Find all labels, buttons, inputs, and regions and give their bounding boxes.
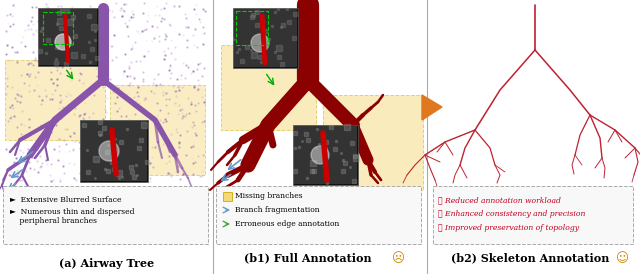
Text: ►  Numerous thin and dispersed
    peripheral branches: ► Numerous thin and dispersed peripheral… (10, 208, 134, 225)
Bar (3, 186, 208, 244)
Bar (223, 192, 232, 201)
Bar (323, 95, 423, 190)
Circle shape (99, 141, 119, 161)
Text: ✓ Reduced annotation workload: ✓ Reduced annotation workload (438, 196, 561, 204)
Text: Erroneous edge annotation: Erroneous edge annotation (235, 220, 339, 228)
Text: Missing branches: Missing branches (235, 192, 303, 200)
Text: (a) Airway Tree: (a) Airway Tree (60, 258, 155, 269)
Bar (293, 125, 358, 185)
Text: ✓ Enhanced consistency and precision: ✓ Enhanced consistency and precision (438, 210, 586, 218)
Text: (b1) Full Annotation: (b1) Full Annotation (244, 252, 372, 263)
Text: ►  Extensive Blurred Surface: ► Extensive Blurred Surface (10, 196, 122, 204)
Bar (294, 126, 357, 184)
Polygon shape (422, 95, 442, 120)
Bar (38, 8, 98, 66)
Text: Branch fragmentation: Branch fragmentation (235, 206, 319, 214)
Text: ✓ Improved preservation of topology: ✓ Improved preservation of topology (438, 224, 579, 232)
Circle shape (311, 146, 329, 164)
Text: (b2) Skeleton Annotation: (b2) Skeleton Annotation (451, 252, 609, 263)
Text: ☹: ☹ (392, 252, 404, 265)
Bar (80, 120, 148, 182)
Text: ☺: ☺ (616, 252, 628, 265)
Circle shape (55, 34, 71, 50)
Bar (39, 9, 97, 65)
Bar (236, 11, 268, 45)
Bar (81, 121, 147, 181)
Bar (433, 186, 633, 244)
Bar (5, 60, 105, 140)
Bar (233, 8, 298, 68)
Bar (221, 45, 316, 130)
Bar (43, 12, 73, 44)
Bar (110, 85, 205, 175)
Circle shape (251, 34, 269, 52)
Bar (216, 186, 421, 244)
Bar (234, 9, 297, 67)
